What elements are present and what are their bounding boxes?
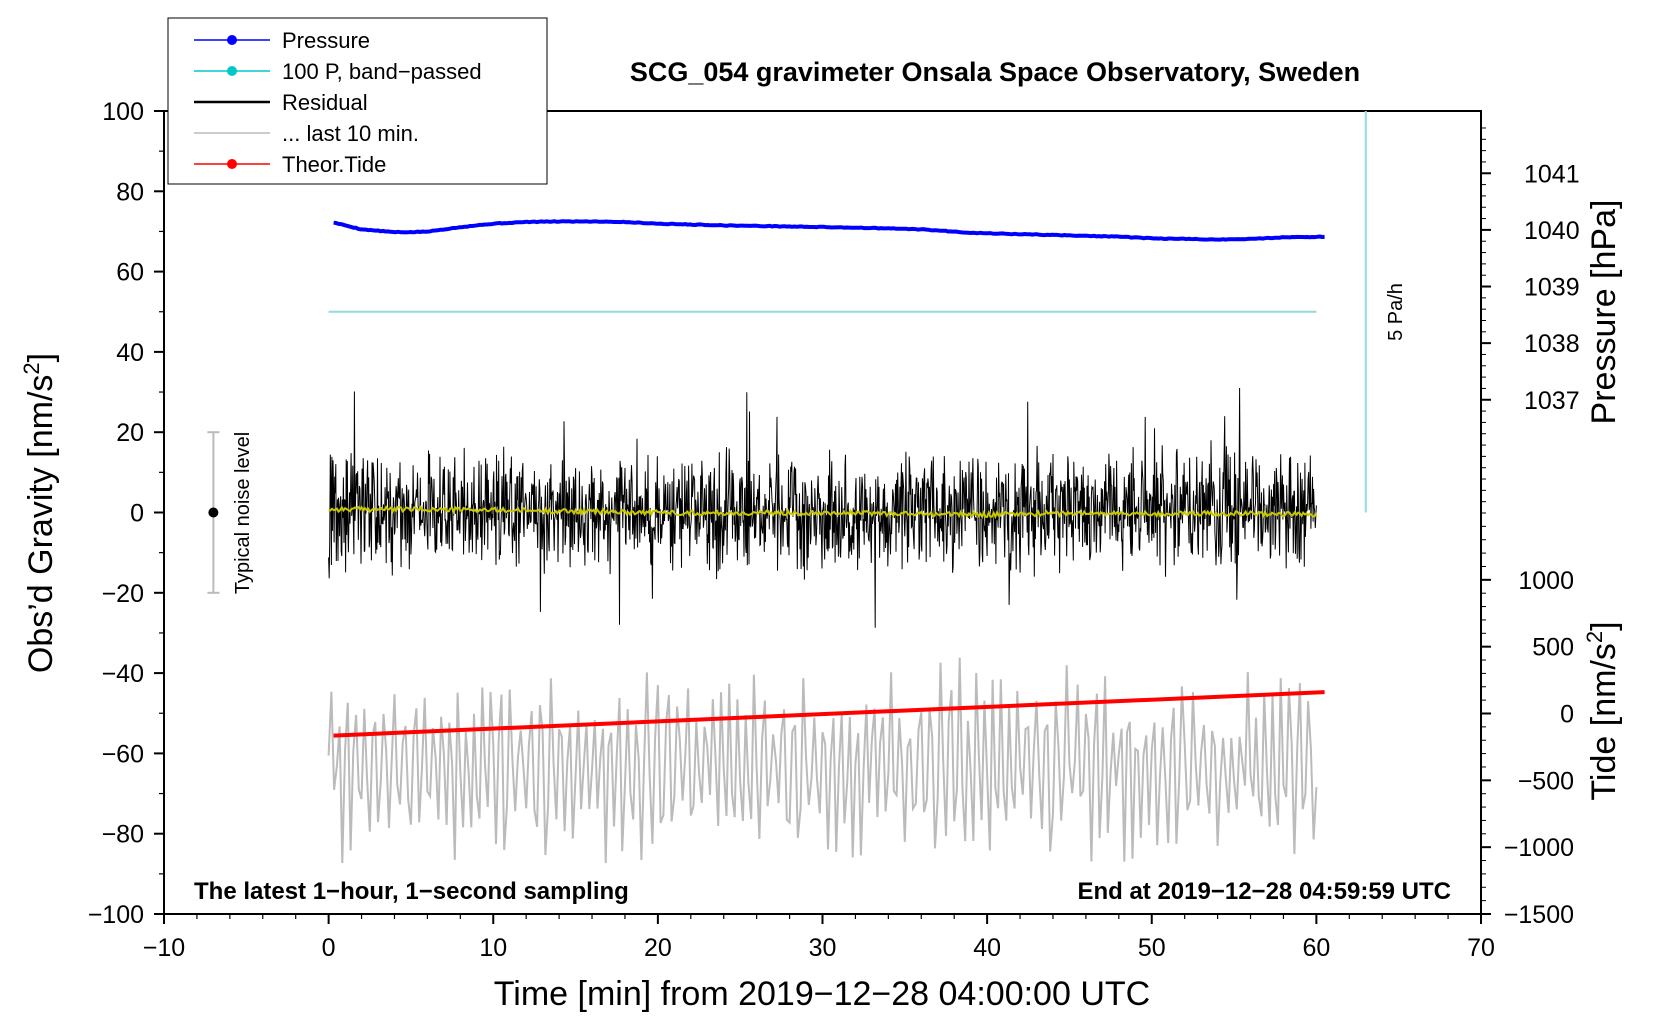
y-tick-label: 100 [102,98,144,126]
x-tick-label: 50 [1138,934,1166,962]
pressure-tick-label: 1040 [1524,217,1580,245]
x-tick-label: 60 [1302,934,1330,962]
y-axis-title-pressure: Pressure [hPa] [1585,200,1623,425]
y-tick-label: 60 [116,259,144,287]
x-tick-label: 40 [973,934,1001,962]
tide-tick-label: −500 [1518,767,1574,795]
pressure-tick-label: 1037 [1524,387,1580,415]
tide-tick-label: 500 [1532,634,1574,662]
noise-bar-center [208,507,219,518]
tide-tick-label: −1500 [1504,901,1574,929]
pressure-line [333,219,1325,242]
reference-markers [207,111,1367,594]
y-tick-label: −80 [102,821,144,849]
x-tick-label: 10 [479,934,507,962]
x-tick-label: −10 [143,934,185,962]
tide-series [333,690,1325,738]
pressure-tick-label: 1038 [1524,330,1580,358]
x-tick-label: 0 [322,934,336,962]
tide-tick-label: 1000 [1518,567,1574,595]
legend-marker [227,159,237,169]
y-tick-label: −60 [102,740,144,768]
chart-title: SCG_054 gravimeter Onsala Space Observat… [630,57,1360,87]
x-axis-title: Time [min] from 2019−12−28 04:00:00 UTC [494,975,1150,1013]
axis-ticks: −10 0 10 20 30 40 50 60 70100806040200−20−40−60−… [88,98,1580,962]
last-10-min-series [327,657,1318,864]
legend-label: 100 P, band−passed [282,59,482,84]
tide-line [333,690,1325,738]
residual-series [328,387,1317,628]
legend-marker [227,35,237,45]
rate-label: 5 Pa/h [1385,283,1407,341]
x-tick-label: 70 [1467,934,1495,962]
y-tick-label: −40 [102,660,144,688]
tide-tick-label: 0 [1560,701,1574,729]
y-tick-label: −20 [102,580,144,608]
legend: Pressure 100 P, band−passed Residual ... la… [167,17,548,185]
y-axis-title-tide: Tide [nm/s2] [1582,621,1623,800]
residual-smoothed-series [328,504,1318,520]
legend-label: ... last 10 min. [282,121,419,146]
legend-label: Pressure [282,28,370,53]
y-tick-label: 0 [130,500,144,528]
end-time-annotation: End at 2019−12−28 04:59:59 UTC [1077,878,1451,905]
tide-tick-label: −1000 [1504,834,1574,862]
residual-smoothed-line [328,504,1318,520]
y-tick-label: −100 [88,901,144,929]
x-tick-label: 20 [644,934,672,962]
legend-label: Theor.Tide [282,152,386,177]
legend-label: Residual [282,90,368,115]
x-tick-label: 30 [809,934,837,962]
pressure-series [333,219,1325,242]
y-tick-label: 80 [116,178,144,206]
sampling-annotation: The latest 1−hour, 1−second sampling [194,878,629,905]
y-axis-title-gravity: Obs’d Gravity [nm/s2] [19,353,60,673]
pressure-tick-label: 1041 [1524,160,1580,188]
residual-line [328,387,1317,628]
legend-marker [227,66,237,76]
last-10-min-line [327,657,1318,864]
pressure-tick-label: 1039 [1524,274,1580,302]
noise-level-label: Typical noise level [232,432,254,594]
y-tick-label: 40 [116,339,144,367]
y-tick-label: 20 [116,419,144,447]
